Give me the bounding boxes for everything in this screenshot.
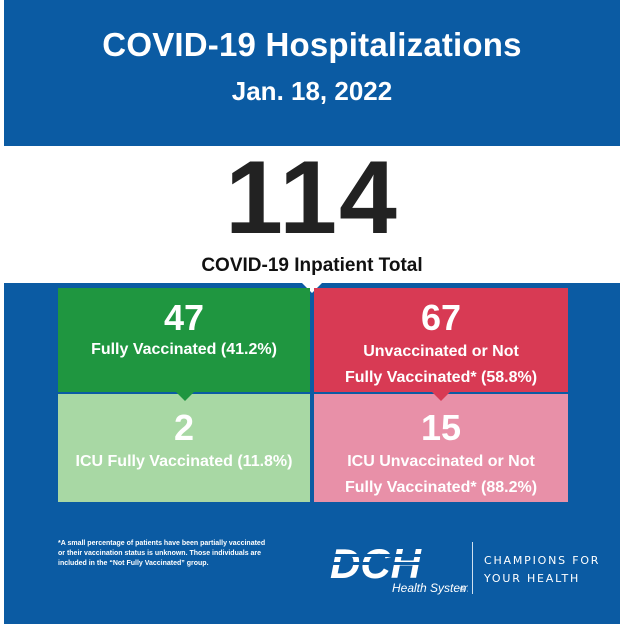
band-pointer — [302, 283, 322, 293]
unvaccinated-label-line2: Fully Vaccinated* (58.8%) — [344, 369, 538, 386]
icu-unvaccinated-value: 15 — [420, 407, 462, 448]
dch-logo: DCH Health System ® — [330, 540, 468, 595]
unvaccinated-value: 67 — [420, 297, 462, 338]
icu-unvaccinated-label-line1: ICU Unvaccinated or Not — [347, 453, 535, 470]
unvaccinated-tile: 67 Unvaccinated or Not Fully Vaccinated*… — [314, 288, 568, 392]
icu-unvaccinated-tile: 15 ICU Unvaccinated or Not Fully Vaccina… — [314, 394, 568, 502]
inpatient-total-value: 114 — [225, 140, 399, 256]
icu-fully-vaccinated-value: 2 — [173, 407, 195, 448]
icu-fully-vaccinated-tile: 2 ICU Fully Vaccinated (11.8%) — [58, 394, 310, 502]
fully-vaccinated-tile: 47 Fully Vaccinated (41.2%) — [58, 288, 310, 392]
total-band — [0, 146, 624, 283]
fully-vaccinated-label: Fully Vaccinated (41.2%) — [91, 341, 277, 358]
fully-vaccinated-value: 47 — [163, 297, 205, 338]
footnote: *A small percentage of patients have bee… — [58, 539, 308, 569]
page-title: COVID-19 Hospitalizations — [102, 26, 522, 63]
report-date: Jan. 18, 2022 — [231, 76, 393, 106]
inpatient-total-label: COVID-19 Inpatient Total — [201, 255, 423, 276]
logo-stripe-1 — [330, 554, 448, 557]
tagline: CHAMPIONS FOR YOUR HEALTH — [484, 552, 604, 588]
icu-fully-vaccinated-label: ICU Fully Vaccinated (11.8%) — [75, 453, 293, 470]
footnote-line2: or their vaccination status is unknown. … — [58, 550, 262, 557]
footnote-line3: included in the “Not Fully Vaccinated” g… — [58, 560, 209, 567]
logo-stripe-2 — [330, 562, 448, 565]
footnote-line1: *A small percentage of patients have bee… — [58, 540, 266, 547]
logo-divider — [472, 542, 473, 594]
green-tile-pointer — [176, 392, 194, 401]
tagline-line1: CHAMPIONS FOR — [484, 554, 601, 567]
tagline-line2: YOUR HEALTH — [484, 572, 581, 585]
icu-unvaccinated-label-line2: Fully Vaccinated* (88.2%) — [344, 479, 538, 496]
dch-logo-subtext: Health System — [392, 581, 468, 595]
registered-mark-icon: ® — [460, 585, 466, 594]
red-tile-pointer — [432, 392, 450, 401]
unvaccinated-label-line1: Unvaccinated or Not — [363, 343, 519, 360]
